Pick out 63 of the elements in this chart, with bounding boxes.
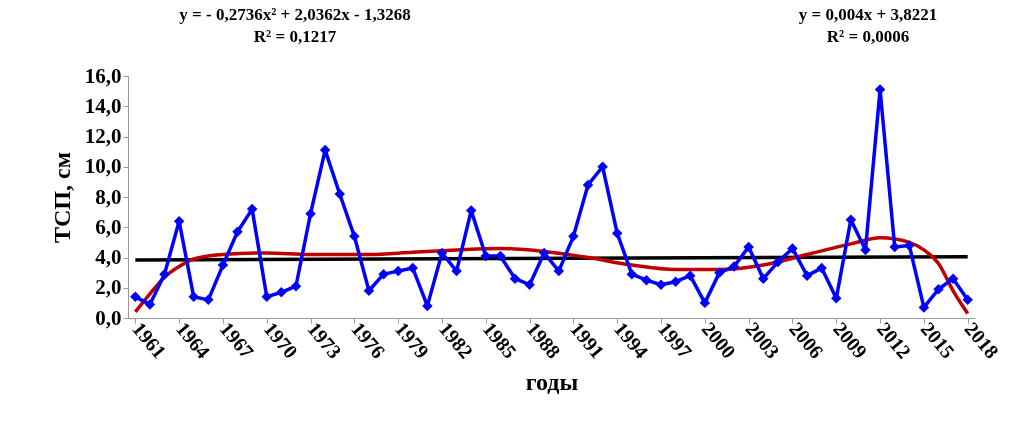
point [904,240,915,251]
x-tick-label: 1967 [215,317,259,363]
point [670,276,681,287]
point [261,291,272,303]
point [772,256,784,268]
line-series [133,236,970,316]
point [538,247,550,259]
point [728,261,740,272]
point [758,273,769,284]
y-tick-label: 4,0 [95,245,122,269]
text: y = 0,004x + 3,8221 R² = 0,0006 [798,4,938,48]
point [816,262,827,274]
point [509,273,521,284]
x-tick-label: 1997 [653,317,697,363]
point [655,279,667,290]
point [626,268,638,280]
point [962,294,973,306]
point [290,280,302,292]
point [714,267,725,278]
point [349,231,360,242]
x-axis-title: годы [525,368,579,395]
y-tick-label: 2,0 [95,275,122,300]
point [436,247,448,259]
point [582,179,594,191]
point [144,299,156,310]
point [392,265,404,277]
point [641,274,652,286]
point [363,285,375,297]
point [918,302,930,313]
point [217,259,229,271]
point [933,284,944,295]
point [495,250,506,262]
point [232,226,243,238]
point [597,161,608,172]
point [334,188,345,200]
point [568,231,579,242]
point [684,270,696,281]
point [611,228,623,239]
y-tick-label: 14,0 [84,93,122,118]
point [378,268,389,280]
point [305,208,316,219]
point [188,291,199,303]
point [743,241,754,253]
y-tick-label: 6,0 [95,214,122,239]
point [801,270,813,281]
point [276,287,287,298]
y-tick-label: 10,0 [84,154,122,179]
y-tick-label: 16,0 [84,63,122,88]
point [451,265,462,277]
point [407,262,419,274]
y-tick-label: 8,0 [95,184,122,209]
point [699,297,711,309]
point [524,279,535,290]
text: y = - 0,2736x² + 2,0362x - 1,3268 R² = 0,1217 [179,4,411,48]
y-tick-label: 12,0 [84,124,122,148]
point [553,265,565,277]
point [203,294,214,306]
y-axis-title: ТСП, см [48,151,75,244]
point [130,291,141,303]
point [159,268,170,280]
point [947,273,959,284]
point [787,243,798,254]
y-tick-label: 0,0 [95,305,122,330]
